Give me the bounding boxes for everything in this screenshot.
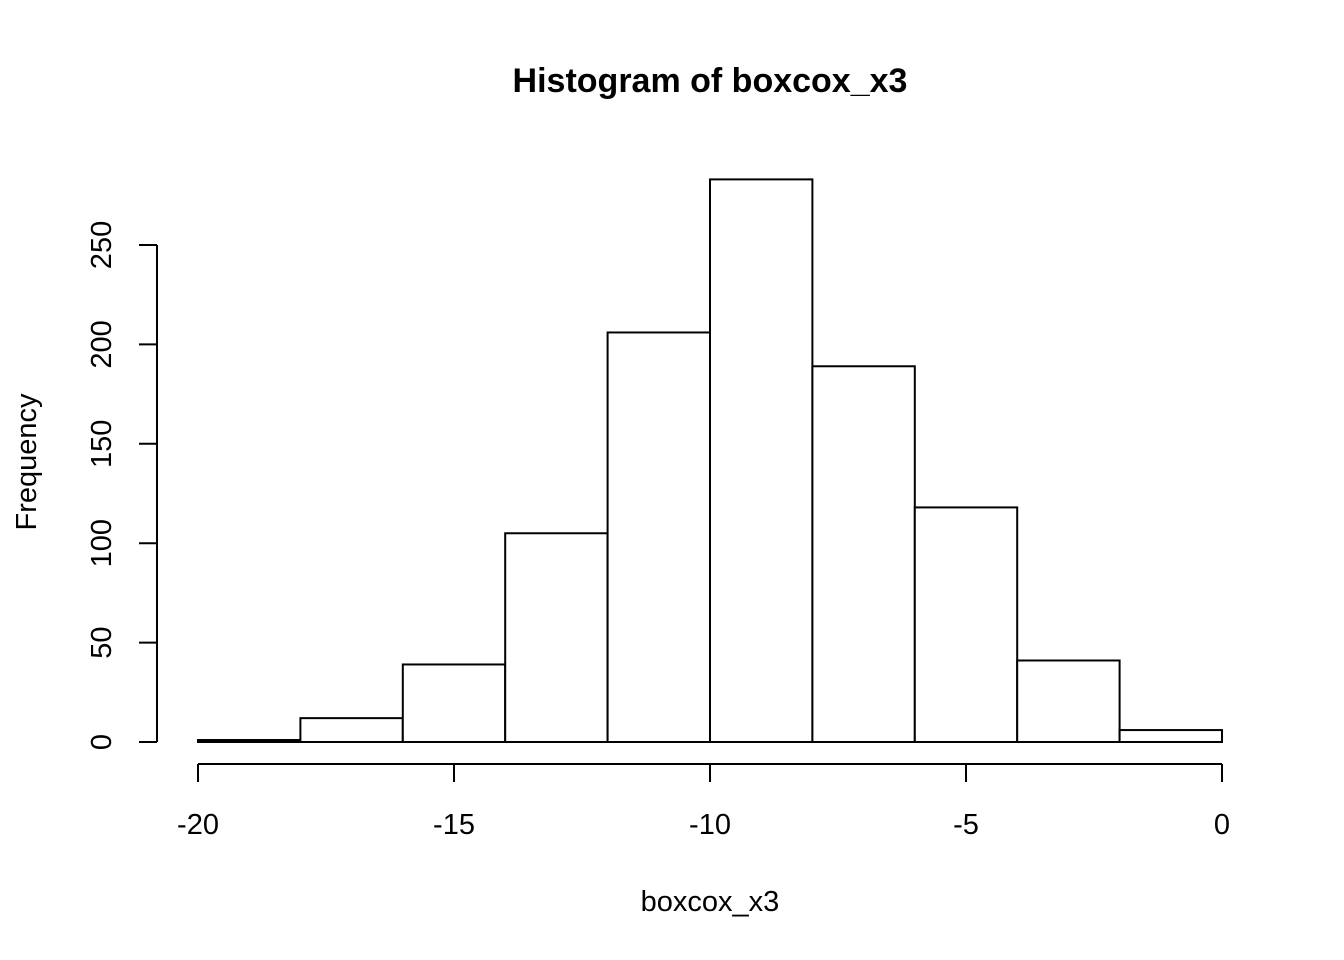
x-tick-label: -10	[689, 809, 731, 841]
histogram-bar-9	[1016, 659, 1121, 744]
y-tick-label: 100	[86, 519, 118, 567]
histogram-bar-4	[504, 532, 609, 744]
y-axis-label: Frequency	[11, 393, 43, 531]
histogram-bar-6	[709, 178, 814, 743]
y-tick-label: 200	[86, 320, 118, 368]
histogram-bar-1	[197, 739, 302, 744]
histogram-bar-7	[811, 365, 916, 743]
histogram-bar-3	[401, 663, 507, 744]
chart-title: Histogram of boxcox_x3	[513, 62, 908, 100]
bars-group	[197, 178, 1223, 744]
histogram-bar-10	[1118, 729, 1223, 744]
histogram-bar-2	[299, 717, 404, 743]
histogram-bar-5	[606, 331, 711, 743]
x-axis-label: boxcox_x3	[641, 886, 780, 918]
x-tick-label: 0	[1214, 809, 1230, 841]
x-tick-label: -5	[953, 809, 979, 841]
x-tick-label: -15	[433, 809, 475, 841]
y-tick-label: 0	[86, 734, 118, 750]
y-axis: 0 50 100 150 200 250	[86, 221, 158, 750]
x-tick-label: -20	[177, 809, 219, 841]
x-axis: -20 -15 -10 -5 0	[177, 763, 1230, 841]
y-tick-label: 150	[86, 420, 118, 468]
histogram-bar-8	[913, 506, 1019, 743]
y-tick-label: 250	[86, 221, 118, 269]
y-tick-label: 50	[86, 626, 118, 658]
